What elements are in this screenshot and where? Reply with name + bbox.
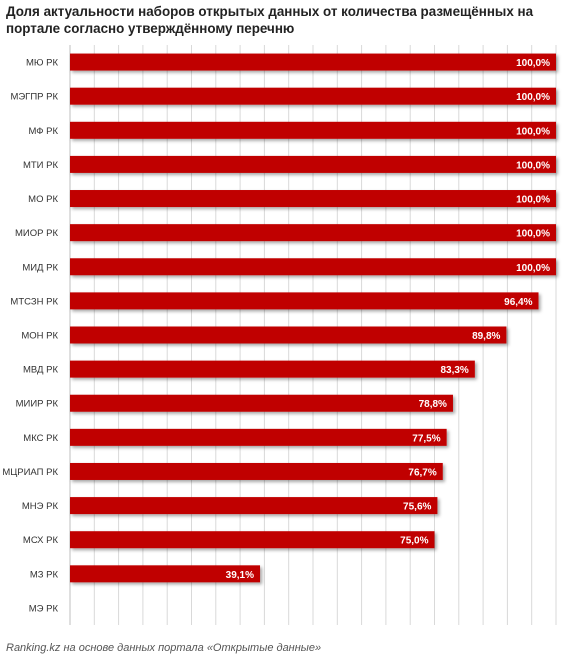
chart-title-line-1: Доля актуальности наборов открытых данны… (6, 4, 534, 19)
category-label: МЭ РК (29, 603, 59, 614)
value-label: 75,0% (400, 536, 428, 547)
category-label: МТСЗН РК (10, 296, 58, 307)
value-label: 39,1% (226, 570, 254, 581)
bar (70, 565, 261, 583)
category-label: МЗ РК (30, 569, 59, 580)
category-label: МФ РК (28, 126, 58, 137)
value-label: 100,0% (516, 92, 550, 103)
bar (70, 87, 556, 105)
value-label: 83,3% (440, 365, 468, 376)
bar (70, 190, 556, 208)
category-label: МСХ РК (23, 535, 59, 546)
bar (70, 121, 556, 139)
value-label: 100,0% (516, 263, 550, 274)
value-label: 77,5% (412, 433, 440, 444)
value-label: 100,0% (516, 160, 550, 171)
value-label: 89,8% (472, 331, 500, 342)
category-label: МТИ РК (23, 160, 59, 171)
bar (70, 497, 438, 515)
value-label: 100,0% (516, 126, 550, 137)
category-label: МКС РК (23, 433, 58, 444)
category-label: МНЭ РК (22, 501, 59, 512)
category-label: МО РК (28, 194, 58, 205)
value-label: 78,8% (419, 399, 447, 410)
chart-title-line-2: портале согласно утверждённому перечню (6, 21, 295, 36)
bar (70, 155, 556, 173)
category-label: МВД РК (23, 365, 58, 376)
bar (70, 360, 475, 378)
category-label: МОН РК (21, 331, 58, 342)
bar (70, 394, 453, 412)
bar (70, 531, 435, 549)
category-label: МЦРИАП РК (2, 467, 58, 478)
bar (70, 292, 539, 310)
value-label: 76,7% (408, 467, 436, 478)
bar (70, 53, 556, 71)
chart-title: Доля актуальности наборов открытых данны… (6, 3, 546, 37)
category-label: МЭГПР РК (10, 92, 58, 103)
value-label: 100,0% (516, 58, 550, 69)
category-label: МИОР РК (15, 228, 58, 239)
bar (70, 326, 507, 344)
value-label: 75,6% (403, 502, 431, 513)
source-note: Ranking.kz на основе данных портала «Отк… (6, 642, 322, 654)
value-label: 96,4% (504, 297, 532, 308)
bar (70, 462, 443, 480)
category-label: МЮ РК (26, 58, 58, 69)
category-label: МИД РК (22, 262, 58, 273)
bar (70, 258, 556, 276)
category-label: МИИР РК (16, 399, 59, 410)
bar (70, 428, 447, 446)
value-label: 100,0% (516, 195, 550, 206)
bar (70, 224, 556, 242)
value-label: 100,0% (516, 229, 550, 240)
